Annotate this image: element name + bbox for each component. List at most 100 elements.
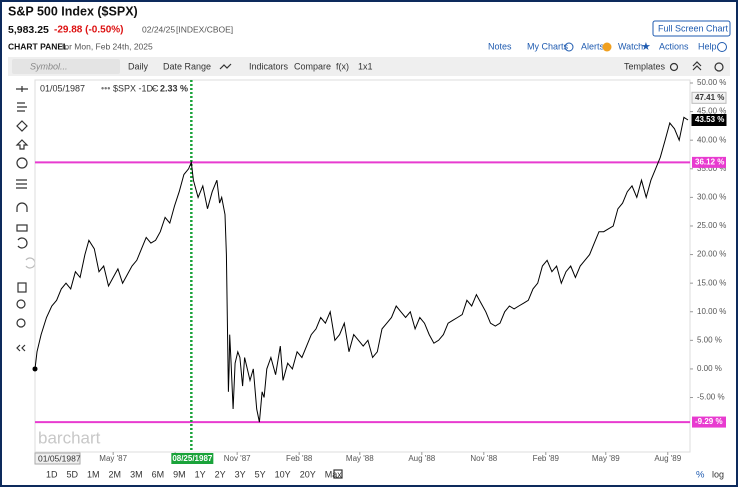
toolbar-item[interactable]: Daily xyxy=(128,61,149,71)
period-button[interactable]: 10Y xyxy=(275,469,291,479)
period-button[interactable]: 6M xyxy=(152,469,165,479)
y-tick-label: 25.00 % xyxy=(697,221,726,230)
period-button[interactable]: 5D xyxy=(67,469,79,479)
price-label: 47.41 % xyxy=(695,93,724,102)
change: -29.88 (-0.50%) xyxy=(54,25,123,36)
symbol-placeholder[interactable]: Symbol... xyxy=(30,61,68,71)
tool-icon[interactable] xyxy=(16,179,27,189)
link[interactable]: Notes xyxy=(488,41,512,51)
y-tick-label: 50.00 % xyxy=(697,78,726,87)
watermark: barchart xyxy=(38,428,101,447)
tool-icon[interactable] xyxy=(17,237,28,249)
period-button[interactable]: 1M xyxy=(87,469,100,479)
x-crosshair-box xyxy=(34,452,81,465)
full-screen-label[interactable]: Full Screen Chart xyxy=(658,23,729,33)
tool-icon[interactable] xyxy=(16,299,26,309)
drawing-tools xyxy=(15,86,36,352)
toolbar-item[interactable]: Compare xyxy=(294,61,331,71)
tool-icon[interactable] xyxy=(17,282,27,293)
x-tick-label: May '89 xyxy=(592,454,620,463)
toolbar-item[interactable]: Date Range xyxy=(163,61,211,71)
price-label-box xyxy=(691,91,727,104)
link[interactable]: Watch xyxy=(618,41,643,51)
link[interactable]: My Charts xyxy=(527,41,569,51)
y-tick-label: 45.00 % xyxy=(697,107,726,116)
period-button[interactable]: 20Y xyxy=(300,469,316,479)
period-button[interactable]: 3M xyxy=(130,469,143,479)
toolbar-item[interactable]: 1x1 xyxy=(358,61,373,71)
dots: ••• xyxy=(101,83,110,93)
x-tick-label: Feb '89 xyxy=(533,454,560,463)
scale-option[interactable]: % xyxy=(696,470,705,481)
x-tick-label: Nov '87 xyxy=(224,454,251,463)
y-tick-label: 35.00 % xyxy=(697,164,726,173)
tool-icon[interactable] xyxy=(16,224,28,232)
toolbar xyxy=(8,57,730,76)
y-tick-label: 0.00 % xyxy=(697,364,722,373)
tool-icon[interactable] xyxy=(16,318,26,328)
x-tick-label: Aug '89 xyxy=(654,454,681,463)
toolbar-item[interactable]: Templates xyxy=(624,61,666,71)
exchange: [INDEX/CBOE] xyxy=(176,24,233,34)
period-button[interactable]: 2Y xyxy=(215,469,226,479)
reference-label-box xyxy=(692,156,726,168)
tool-icon[interactable] xyxy=(16,120,28,132)
calendar-icon[interactable] xyxy=(333,469,343,479)
x-crosshair-label: 01/05/1987 xyxy=(38,453,81,463)
symbol-input[interactable] xyxy=(12,59,120,74)
x-tick-label: Aug '88 xyxy=(408,454,435,463)
reference-label: -9.29 % xyxy=(695,417,723,426)
y-tick-label: 30.00 % xyxy=(697,192,726,201)
x-tick-label: May '88 xyxy=(346,454,374,463)
price-line xyxy=(34,116,689,423)
y-tick-label: 40.00 % xyxy=(697,135,726,144)
icon[interactable] xyxy=(714,62,724,72)
icon xyxy=(717,42,727,52)
x-tick-label: May '87 xyxy=(99,454,127,463)
full-screen-button[interactable] xyxy=(652,20,731,37)
price-label: 43.53 % xyxy=(695,115,724,124)
period-button[interactable]: 1Y xyxy=(195,469,206,479)
tool-icon[interactable] xyxy=(16,86,28,92)
panel-date: for Mon, Feb 24th, 2025 xyxy=(62,41,153,51)
title: S&P 500 Index ($SPX) xyxy=(8,4,138,18)
tool-icon[interactable] xyxy=(16,344,26,352)
period-button[interactable]: 2M xyxy=(109,469,122,479)
tool-icon[interactable] xyxy=(16,202,28,212)
link[interactable]: Help xyxy=(698,41,717,51)
tool-icon[interactable] xyxy=(17,102,27,112)
crosshair-symbol: $SPX -1D- xyxy=(113,83,156,93)
period-button[interactable]: 9M xyxy=(173,469,186,479)
period-button[interactable]: 5Y xyxy=(255,469,266,479)
vertical-marker-label: 08/25/1987 xyxy=(172,454,213,463)
icon[interactable] xyxy=(219,63,232,70)
y-tick-label: 10.00 % xyxy=(697,307,726,316)
y-tick-label: -5.00 % xyxy=(697,393,725,402)
period-button[interactable]: 1D xyxy=(46,469,58,479)
icon xyxy=(602,42,612,52)
icon[interactable] xyxy=(669,62,679,72)
icon[interactable] xyxy=(692,61,702,71)
toolbar-item[interactable]: f(x) xyxy=(336,61,349,71)
crosshair-close: C xyxy=(152,83,159,93)
scale-option[interactable]: log xyxy=(712,469,724,479)
vertical-marker-box xyxy=(171,453,214,464)
x-tick-label: Feb '88 xyxy=(286,454,313,463)
start-dot xyxy=(32,366,38,372)
link[interactable]: Alerts xyxy=(581,41,605,51)
price: 5,983.25 xyxy=(8,24,49,36)
period-button[interactable]: 3Y xyxy=(235,469,246,479)
tool-icon[interactable] xyxy=(16,157,28,169)
y-tick-label: 15.00 % xyxy=(697,278,726,287)
plot-area xyxy=(34,79,691,453)
quote-date: 02/24/25 xyxy=(142,24,175,34)
toolbar-item[interactable]: Indicators xyxy=(249,61,289,71)
tool-icon[interactable] xyxy=(15,139,29,150)
price-label-box xyxy=(691,114,727,127)
link[interactable]: Actions xyxy=(659,41,689,51)
crosshair-change: 2.33 % xyxy=(160,83,188,93)
reference-label: 36.12 % xyxy=(695,157,724,166)
reference-label-box xyxy=(692,416,726,428)
